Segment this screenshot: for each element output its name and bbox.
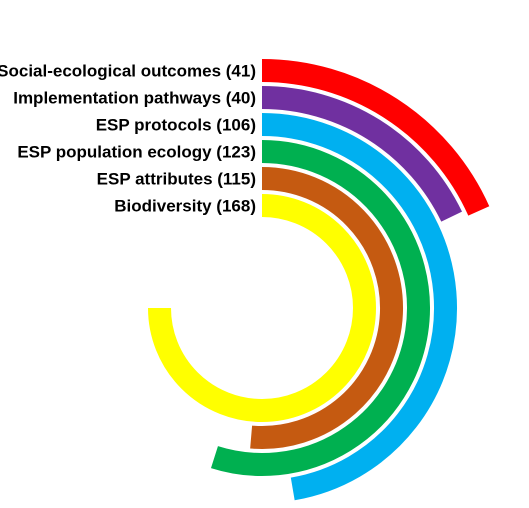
arc-label-5: Biodiversity (168) [114,197,256,216]
arc-label-0: Social-ecological outcomes (41) [0,62,256,81]
arc-0 [261,59,490,216]
arc-group [148,59,490,501]
arc-4 [250,167,404,449]
arc-label-1: Implementation pathways (40) [13,89,256,108]
arc-label-3: ESP population ecology (123) [17,143,256,162]
label-group: Social-ecological outcomes (41) Implement… [0,62,256,216]
arc-3 [210,140,430,476]
arc-5 [148,194,376,422]
arc-label-2: ESP protocols (106) [96,116,256,135]
arc-1 [261,86,463,222]
arc-2 [261,113,458,501]
arc-label-4: ESP attributes (115) [97,170,256,189]
